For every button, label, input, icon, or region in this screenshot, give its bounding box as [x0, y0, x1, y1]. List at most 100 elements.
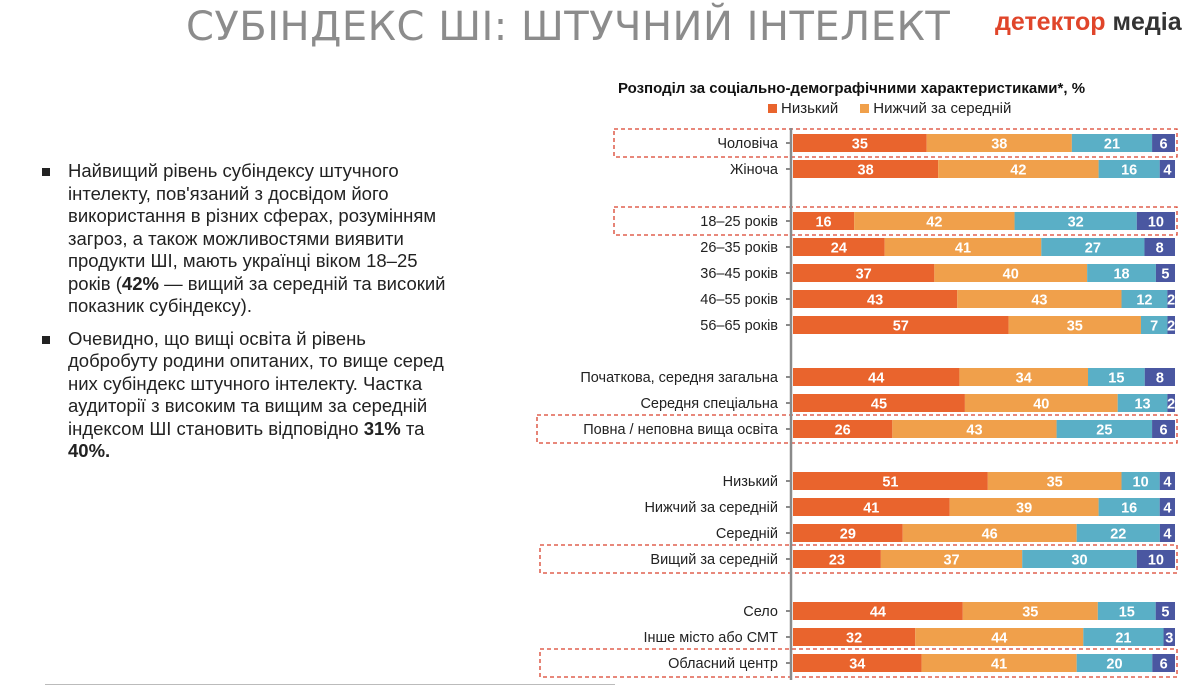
bar-segment [793, 550, 881, 568]
category-label: 56–65 років [700, 318, 778, 334]
category-label: Повна / неповна вища освіта [583, 422, 779, 438]
category-label: Інше місто або СМТ [644, 630, 779, 646]
category-label: Обласний центр [668, 656, 778, 672]
legend-swatch-low [768, 104, 777, 113]
bar-segment [1140, 316, 1168, 334]
bar-segment [1159, 498, 1175, 516]
bar-segment [793, 394, 965, 412]
bar-segment [1041, 238, 1145, 256]
data-label: 10 [1148, 553, 1164, 569]
bar-segment [1152, 654, 1175, 672]
bar-segment [793, 134, 927, 152]
bar-segment [1136, 550, 1175, 568]
highlight-box [613, 206, 1178, 236]
data-label: 6 [1160, 137, 1168, 153]
category-label: Вищий за середній [650, 552, 778, 568]
data-label: 23 [829, 553, 845, 569]
data-label: 35 [1022, 605, 1038, 621]
highlight-box [613, 128, 1178, 158]
data-label: 16 [1121, 163, 1137, 179]
data-label: 38 [858, 163, 874, 179]
data-label: 3 [1165, 631, 1173, 647]
bar-segment [1076, 524, 1160, 542]
category-label: 26–35 років [700, 240, 778, 256]
data-label: 44 [991, 631, 1007, 647]
data-label: 37 [856, 267, 872, 283]
category-label: Низький [723, 474, 778, 490]
data-label: 57 [893, 319, 909, 335]
bar-segment [1163, 628, 1175, 646]
data-label: 41 [991, 657, 1007, 673]
bar-segment [793, 212, 855, 230]
bullet-square-icon [42, 168, 50, 176]
bar-segment [1167, 290, 1175, 308]
bullet-item-2: Очевидно, що вищі освіта й рівень доброб… [40, 328, 460, 463]
bar-segment [1159, 160, 1175, 178]
data-label: 15 [1119, 605, 1135, 621]
bar-segment [926, 134, 1072, 152]
text-segment: та [400, 417, 425, 439]
chart-legend: Низький Нижчий за середній [768, 100, 1011, 117]
footer-divider [45, 684, 615, 685]
logo-part-1: детектор [995, 8, 1106, 36]
bar-segment [1155, 264, 1175, 282]
bar-segment [1159, 472, 1175, 490]
data-label: 32 [1068, 215, 1084, 231]
data-label: 24 [831, 241, 847, 257]
data-label: 42 [926, 215, 942, 231]
data-label: 13 [1134, 397, 1150, 413]
bar-segment [793, 628, 916, 646]
data-label: 35 [852, 137, 868, 153]
text-bullets: Найвищий рівень субіндексу штучного інте… [40, 160, 460, 473]
data-label: 29 [840, 527, 856, 543]
data-label: 10 [1133, 475, 1149, 491]
text-segment: 31% [363, 417, 401, 439]
data-label: 51 [882, 475, 898, 491]
bar-segment [1117, 394, 1168, 412]
data-label: 5 [1161, 267, 1169, 283]
bar-segment [892, 420, 1057, 438]
bar-segment [1097, 602, 1156, 620]
text-segment: Найвищий рівень субіндексу штучного інте… [68, 160, 437, 294]
data-label: 4 [1163, 501, 1171, 517]
data-label: 34 [1016, 371, 1032, 387]
data-label: 12 [1136, 293, 1152, 309]
bar-segment [793, 160, 939, 178]
bar-segment [938, 160, 1099, 178]
bar-segment [793, 368, 960, 386]
data-label: 4 [1163, 475, 1171, 491]
data-label: 41 [863, 501, 879, 517]
category-label: Початкова, середня загальна [580, 370, 779, 386]
bar-segment [1022, 550, 1137, 568]
legend-item-below-avg: Нижчий за середній [860, 100, 1011, 117]
data-label: 16 [815, 215, 831, 231]
bar-segment [1098, 160, 1160, 178]
bar-segment [1167, 316, 1175, 334]
data-label: 44 [868, 371, 884, 387]
data-label: 40 [1033, 397, 1049, 413]
data-label: 35 [1047, 475, 1063, 491]
bar-segment [793, 602, 963, 620]
data-label: 38 [991, 137, 1007, 153]
data-label: 34 [849, 657, 865, 673]
bar-segment [1144, 238, 1175, 256]
bar-segment [1088, 368, 1145, 386]
category-label: 36–45 років [700, 266, 778, 282]
logo-part-2: медіа [1105, 8, 1182, 36]
data-label: 43 [867, 293, 883, 309]
highlight-box [539, 648, 1178, 678]
bar-segment [793, 316, 1009, 334]
data-label: 2 [1167, 293, 1175, 309]
bar-segment [793, 524, 903, 542]
bar-segment [949, 498, 1099, 516]
data-label: 41 [955, 241, 971, 257]
data-label: 26 [835, 423, 851, 439]
data-label: 15 [1108, 371, 1124, 387]
bar-segment [1087, 264, 1156, 282]
legend-label-low: Низький [781, 100, 839, 117]
bar-segment [1152, 420, 1175, 438]
data-label: 32 [846, 631, 862, 647]
bar-segment [793, 420, 893, 438]
data-label: 2 [1167, 397, 1175, 413]
